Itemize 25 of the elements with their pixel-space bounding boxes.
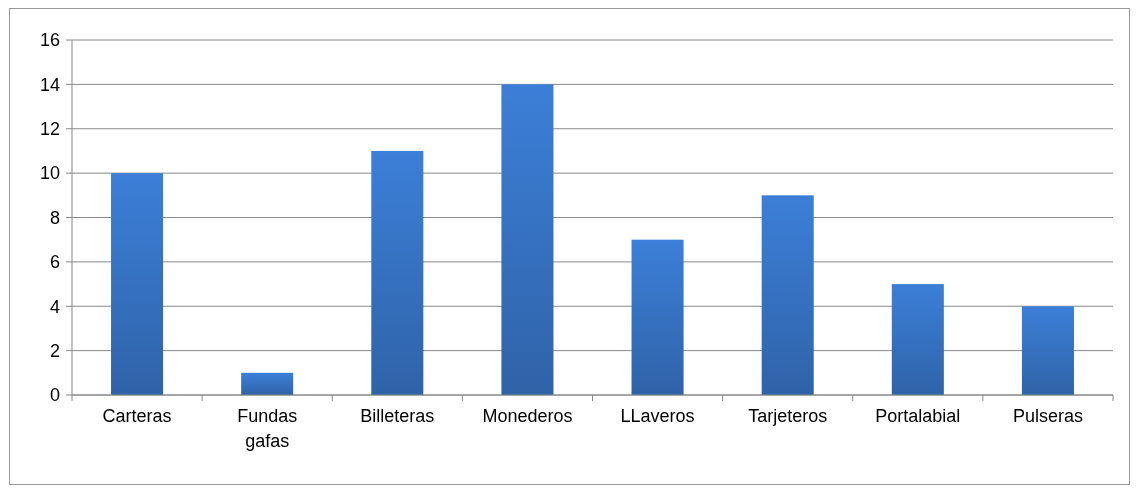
bar bbox=[1021, 306, 1074, 395]
bar bbox=[241, 372, 294, 395]
x-tick-label: Pulseras bbox=[1012, 406, 1083, 426]
bar bbox=[761, 195, 814, 395]
x-tick-label: Portalabial bbox=[875, 406, 961, 426]
y-tick-label: 0 bbox=[49, 385, 60, 406]
y-tick-label: 2 bbox=[49, 340, 60, 361]
bar bbox=[891, 284, 944, 395]
bar bbox=[501, 84, 554, 395]
x-tick-label: Billeteras bbox=[360, 406, 435, 426]
bar bbox=[631, 239, 684, 395]
bar bbox=[371, 150, 424, 395]
y-tick-label: 10 bbox=[39, 163, 60, 184]
x-tick-label: Tarjeteros bbox=[748, 406, 828, 426]
y-tick-label: 16 bbox=[39, 30, 60, 51]
y-tick-label: 4 bbox=[49, 296, 60, 317]
bar bbox=[111, 173, 164, 395]
x-tick-label: Monederos bbox=[482, 406, 573, 426]
y-tick-label: 8 bbox=[49, 207, 60, 228]
y-tick-label: 14 bbox=[39, 74, 60, 95]
y-tick-label: 12 bbox=[39, 119, 60, 140]
x-tick-label: Fundas gafas bbox=[237, 406, 298, 451]
x-tick-label: LLaveros bbox=[620, 406, 695, 426]
x-tick-label: Carteras bbox=[102, 406, 172, 426]
y-tick-label: 6 bbox=[49, 252, 60, 273]
